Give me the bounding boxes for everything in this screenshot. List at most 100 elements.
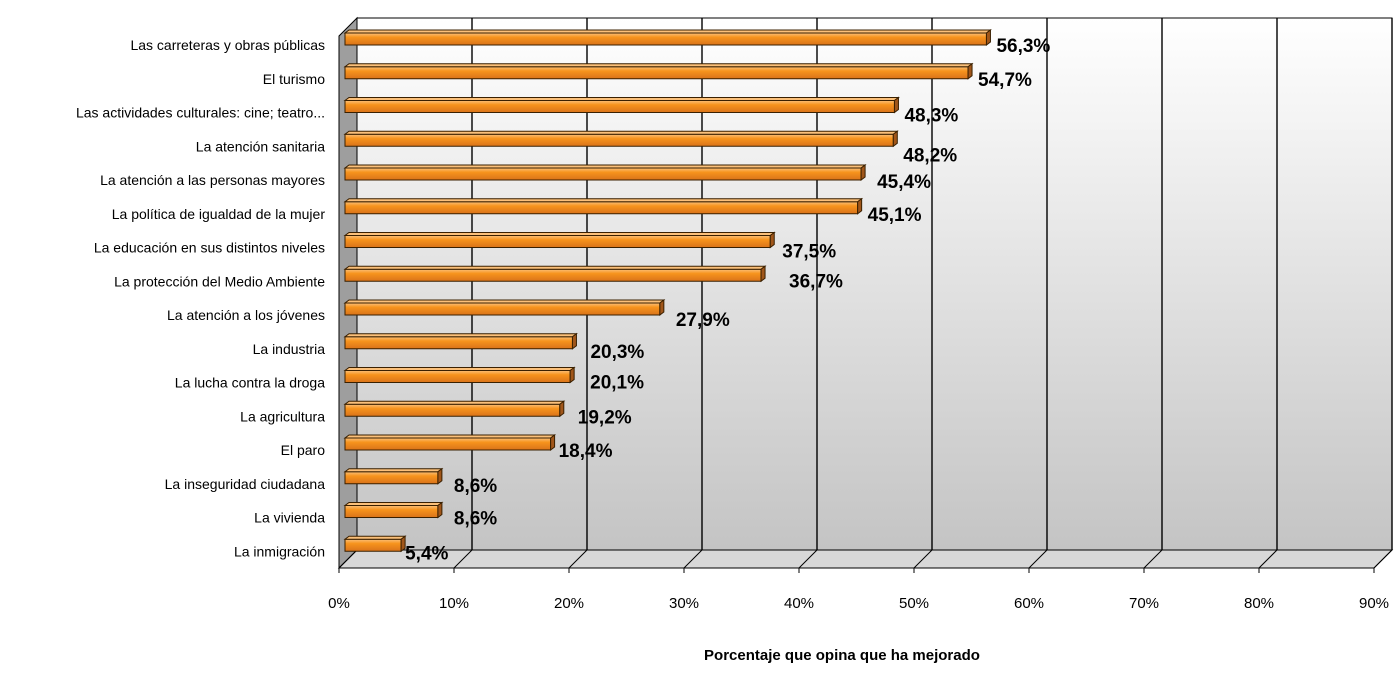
x-tick-label: 40% (784, 595, 814, 612)
floor-gridline (1258, 549, 1278, 569)
category-label: El paro (281, 442, 326, 458)
bar-top-face (343, 299, 666, 304)
category-label: La vivienda (254, 510, 325, 526)
bar-body (344, 336, 573, 350)
data-label: 45,4% (877, 172, 931, 193)
category-label: La atención sanitaria (196, 138, 325, 154)
floor-gridline (913, 549, 933, 569)
x-tick-label: 10% (439, 595, 469, 612)
bar-body (344, 471, 439, 485)
x-tick-label: 70% (1129, 595, 1159, 612)
bar (343, 130, 899, 148)
data-label: 48,2% (903, 145, 957, 166)
bar-body (344, 302, 661, 316)
bar-top-face (343, 130, 899, 135)
category-label: La educación en sus distintos niveles (94, 240, 325, 256)
bar-end-cap (569, 366, 575, 384)
bar-top-face (343, 198, 864, 203)
data-label: 36,7% (789, 271, 843, 292)
data-labels: 56,3% 54,7% 48,3% 48,2% 45,4% 45,1% 37,5% 36,7%… (405, 36, 1050, 564)
x-tick-label: 30% (669, 595, 699, 612)
bar-end-cap (571, 332, 577, 350)
bar-top-face (343, 265, 767, 270)
category-label: La política de igualdad de la mujer (112, 206, 326, 222)
bar (343, 29, 992, 46)
data-label: 5,4% (405, 543, 448, 564)
bar-end-cap (893, 96, 899, 114)
bar-end-cap (985, 29, 991, 46)
floor-gridline (1028, 549, 1048, 569)
bar-body (344, 437, 552, 451)
bar (343, 231, 776, 249)
bar-body (344, 32, 987, 46)
bar (343, 197, 864, 215)
bar-body (344, 133, 894, 147)
bar-body (344, 403, 561, 417)
bar-body (344, 201, 859, 215)
bar-end-cap (857, 197, 863, 215)
bar-top-face (343, 63, 974, 68)
bar-top-face (343, 333, 578, 338)
bar-body (344, 235, 771, 248)
bar-series (343, 29, 992, 553)
bar (343, 332, 578, 350)
floor-gridline (1143, 549, 1163, 569)
bar (343, 535, 407, 553)
bar-end-cap (559, 400, 565, 418)
x-tick-label: 0% (328, 595, 350, 612)
bar-top-face (343, 502, 444, 506)
bar-top-face (343, 232, 776, 236)
category-label: Las actividades culturales: cine; teatro… (76, 105, 325, 121)
data-label: 45,1% (868, 205, 922, 226)
x-axis-ticks: 0% 10% 20% 30% 40% 50% 60% 70% 80% 90% (328, 568, 1389, 612)
bar-end-cap (550, 434, 556, 451)
data-label: 8,6% (454, 476, 497, 497)
bar-end-cap (659, 299, 665, 316)
bar-body (344, 370, 571, 383)
data-label: 27,9% (676, 310, 730, 331)
category-label: La atención a los jóvenes (167, 307, 325, 323)
bar-top-face (343, 400, 566, 405)
bar-end-cap (860, 164, 866, 181)
category-label: La protección del Medio Ambiente (114, 273, 325, 289)
category-label: La agricultura (240, 408, 325, 424)
x-tick-label: 80% (1244, 595, 1274, 612)
bar-end-cap (760, 265, 766, 283)
bar (343, 467, 444, 485)
data-label: 18,4% (559, 441, 613, 462)
floor-gridline (568, 549, 588, 569)
category-label: La inmigración (234, 543, 325, 559)
bar (343, 164, 867, 181)
bar (343, 62, 974, 80)
category-label: La lucha contra la droga (175, 375, 325, 391)
bar-body (344, 100, 895, 113)
x-axis-title: Porcentaje que opina que ha mejorado (704, 647, 980, 664)
bar-end-cap (400, 535, 406, 553)
data-label: 20,1% (590, 373, 644, 394)
bar (343, 265, 767, 283)
bar-end-cap (437, 501, 443, 519)
data-label: 48,3% (904, 106, 958, 127)
floor-gridline (683, 549, 703, 569)
bar (343, 366, 576, 384)
bar-end-cap (437, 467, 443, 485)
bar (343, 400, 566, 418)
bar-top-face (343, 29, 992, 34)
bar (343, 96, 900, 114)
floor-gridline (453, 549, 473, 569)
data-label: 8,6% (454, 509, 497, 530)
bar-body (344, 538, 402, 552)
x-tick-label: 20% (554, 595, 584, 612)
data-label: 56,3% (996, 36, 1050, 57)
category-labels: Las carreteras y obras públicas El turism… (76, 37, 325, 559)
bar-top-face (343, 97, 900, 101)
category-label: La industria (253, 341, 326, 357)
bar-top-face (343, 164, 867, 169)
bar-top-face (343, 535, 407, 540)
floor (337, 549, 1394, 569)
category-label: La atención a las personas mayores (100, 172, 325, 188)
x-tick-label: 50% (899, 595, 929, 612)
floor-gridline (1373, 549, 1393, 569)
floor-gridline (338, 549, 358, 569)
